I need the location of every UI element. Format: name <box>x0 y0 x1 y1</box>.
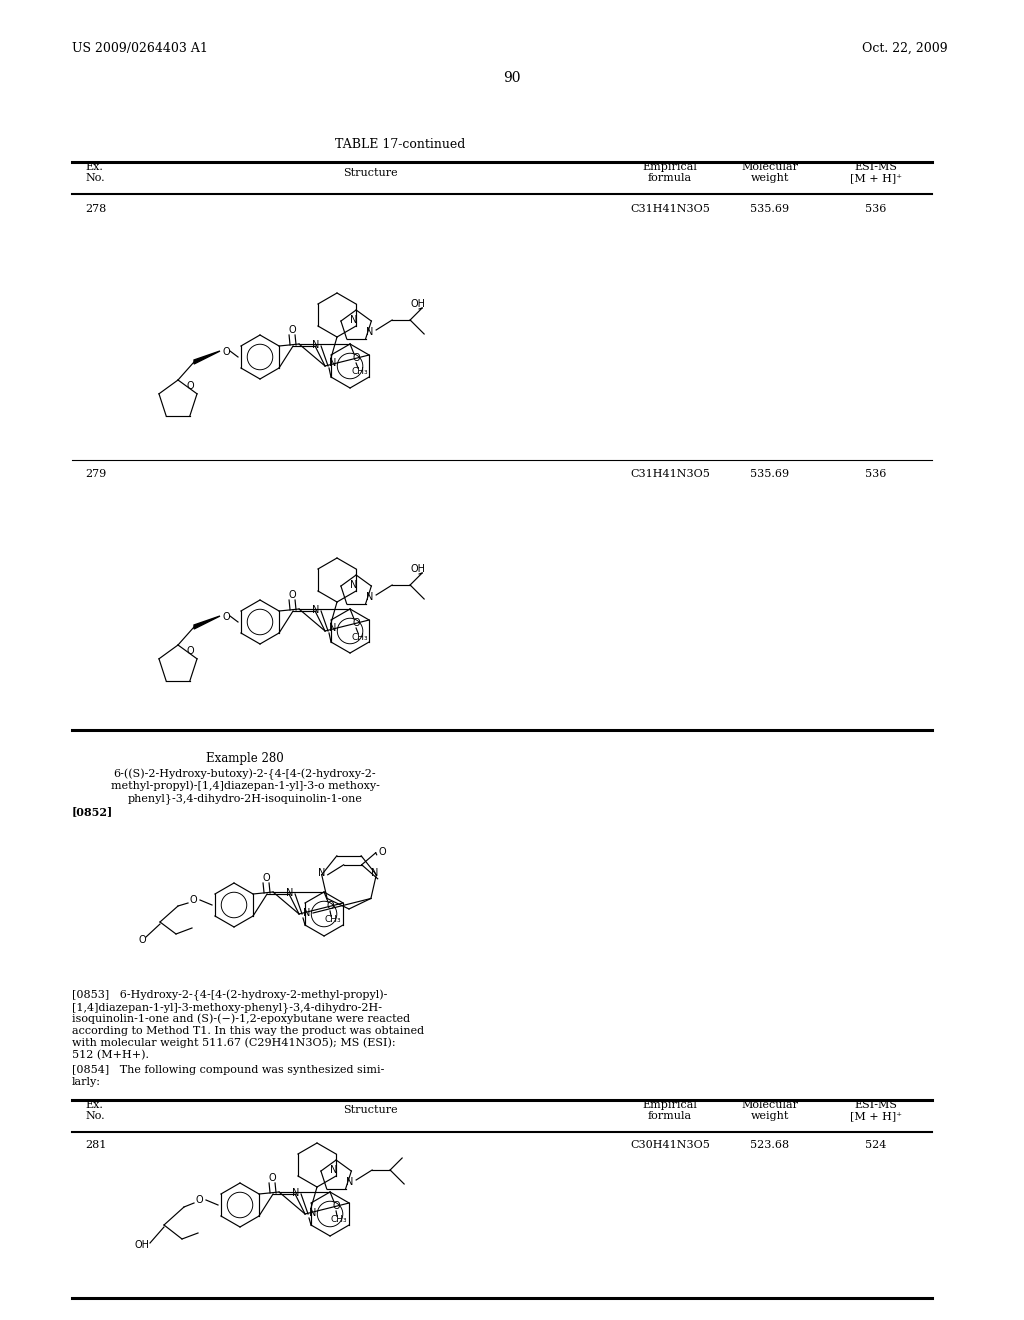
Text: O: O <box>327 902 334 911</box>
Text: O: O <box>186 645 194 656</box>
Text: C30H41N3O5: C30H41N3O5 <box>630 1140 710 1150</box>
Text: C31H41N3O5: C31H41N3O5 <box>630 205 710 214</box>
Text: O: O <box>186 381 194 391</box>
Text: 279: 279 <box>85 469 106 479</box>
Text: 536: 536 <box>865 205 887 214</box>
Text: O: O <box>189 895 197 906</box>
Text: 512 (M+H+).: 512 (M+H+). <box>72 1049 150 1060</box>
Text: 536: 536 <box>865 469 887 479</box>
Text: methyl-propyl)-[1,4]diazepan-1-yl]-3-o methoxy-: methyl-propyl)-[1,4]diazepan-1-yl]-3-o m… <box>111 780 380 791</box>
Text: O: O <box>262 873 270 883</box>
Text: CH₃: CH₃ <box>351 367 369 376</box>
Text: [0853]   6-Hydroxy-2-{4-[4-(2-hydroxy-2-methyl-propyl)-: [0853] 6-Hydroxy-2-{4-[4-(2-hydroxy-2-me… <box>72 990 387 1001</box>
Text: N: N <box>350 315 357 325</box>
Text: N: N <box>367 591 374 602</box>
Text: OH: OH <box>411 564 426 574</box>
Text: formula: formula <box>648 173 692 183</box>
Text: [M + H]⁺: [M + H]⁺ <box>850 173 902 183</box>
Text: [1,4]diazepan-1-yl]-3-methoxy-phenyl}-3,4-dihydro-2H-: [1,4]diazepan-1-yl]-3-methoxy-phenyl}-3,… <box>72 1002 382 1012</box>
Text: OH: OH <box>134 1239 150 1250</box>
Text: Molecular: Molecular <box>741 1100 799 1110</box>
Text: with molecular weight 511.67 (C29H41N3O5); MS (ESI):: with molecular weight 511.67 (C29H41N3O5… <box>72 1038 395 1048</box>
Text: [0854]   The following compound was synthesized simi-: [0854] The following compound was synthe… <box>72 1065 384 1074</box>
Text: N: N <box>312 341 319 350</box>
Text: O: O <box>222 347 229 356</box>
Text: weight: weight <box>751 1111 790 1121</box>
Text: ESI-MS: ESI-MS <box>854 1100 897 1110</box>
Text: weight: weight <box>751 173 790 183</box>
Text: N: N <box>330 358 337 368</box>
Text: according to Method T1. In this way the product was obtained: according to Method T1. In this way the … <box>72 1026 424 1036</box>
Text: 281: 281 <box>85 1140 106 1150</box>
Text: Example 280: Example 280 <box>206 752 284 766</box>
Text: N: N <box>346 1177 354 1187</box>
Text: Empirical: Empirical <box>643 162 697 172</box>
Text: O: O <box>379 846 386 857</box>
Text: O: O <box>196 1195 203 1205</box>
Text: formula: formula <box>648 1111 692 1121</box>
Text: 523.68: 523.68 <box>751 1140 790 1150</box>
Text: isoquinolin-1-one and (S)-(−)-1,2-epoxybutane were reacted: isoquinolin-1-one and (S)-(−)-1,2-epoxyb… <box>72 1014 411 1024</box>
Text: [0852]: [0852] <box>72 807 114 817</box>
Text: Empirical: Empirical <box>643 1100 697 1110</box>
Text: Ex.: Ex. <box>85 162 102 172</box>
Text: CH₃: CH₃ <box>331 1216 347 1225</box>
Text: TABLE 17-continued: TABLE 17-continued <box>335 139 465 150</box>
Text: O: O <box>332 1201 340 1210</box>
Text: Oct. 22, 2009: Oct. 22, 2009 <box>862 42 947 55</box>
Text: 90: 90 <box>503 71 521 84</box>
Text: N: N <box>331 1166 338 1175</box>
Text: larly:: larly: <box>72 1077 101 1086</box>
Text: Structure: Structure <box>343 1105 397 1115</box>
Text: O: O <box>352 618 359 628</box>
Text: 535.69: 535.69 <box>751 205 790 214</box>
Text: Molecular: Molecular <box>741 162 799 172</box>
Text: No.: No. <box>85 1111 104 1121</box>
Text: N: N <box>371 867 378 878</box>
Text: Structure: Structure <box>343 168 397 178</box>
Text: US 2009/0264403 A1: US 2009/0264403 A1 <box>72 42 208 55</box>
Text: N: N <box>330 623 337 634</box>
Text: 278: 278 <box>85 205 106 214</box>
Text: CH₃: CH₃ <box>325 916 341 924</box>
Text: 524: 524 <box>865 1140 887 1150</box>
Text: C31H41N3O5: C31H41N3O5 <box>630 469 710 479</box>
Text: Ex.: Ex. <box>85 1100 102 1110</box>
Text: N: N <box>309 1208 316 1218</box>
Text: N: N <box>293 1188 300 1199</box>
Text: O: O <box>138 935 145 945</box>
Text: O: O <box>288 590 296 601</box>
Text: O: O <box>352 352 359 363</box>
Polygon shape <box>194 616 220 630</box>
Text: N: N <box>367 327 374 337</box>
Text: N: N <box>318 867 326 878</box>
Text: O: O <box>268 1173 275 1183</box>
Text: [M + H]⁺: [M + H]⁺ <box>850 1111 902 1121</box>
Text: O: O <box>288 325 296 335</box>
Text: N: N <box>350 579 357 590</box>
Text: 6-((S)-2-Hydroxy-butoxy)-2-{4-[4-(2-hydroxy-2-: 6-((S)-2-Hydroxy-butoxy)-2-{4-[4-(2-hydr… <box>114 768 376 780</box>
Text: N: N <box>303 908 310 917</box>
Text: OH: OH <box>411 300 426 309</box>
Text: N: N <box>287 888 294 898</box>
Polygon shape <box>194 351 220 364</box>
Text: ESI-MS: ESI-MS <box>854 162 897 172</box>
Text: No.: No. <box>85 173 104 183</box>
Text: CH₃: CH₃ <box>351 632 369 642</box>
Text: phenyl}-3,4-dihydro-2H-isoquinolin-1-one: phenyl}-3,4-dihydro-2H-isoquinolin-1-one <box>128 793 362 804</box>
Text: N: N <box>312 605 319 615</box>
Text: 535.69: 535.69 <box>751 469 790 479</box>
Text: O: O <box>222 612 229 622</box>
